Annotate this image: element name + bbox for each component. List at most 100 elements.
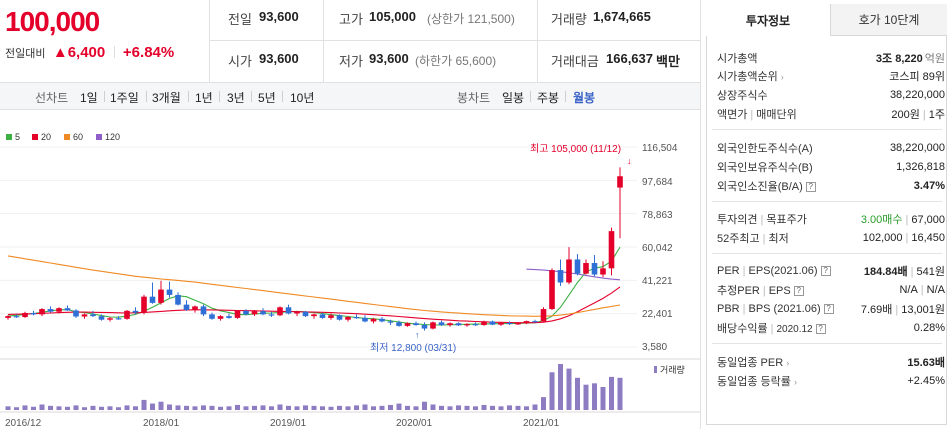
candle-body [217,316,224,319]
candle-body [540,309,547,322]
target-label: 목표주가 [766,213,807,226]
help-icon[interactable]: ? [815,323,826,334]
volume-bar [456,405,461,410]
help-icon[interactable]: ? [805,181,816,192]
candle-body [183,304,190,310]
candle-body [430,322,436,329]
legend-label-ma20: 20 [41,132,51,142]
market-cap-row: 시가총액 3조 8,220 억원 [717,49,945,66]
volume-bar [320,406,325,410]
help-icon[interactable]: ? [793,285,804,296]
volume-bar [201,405,206,410]
candle-body [132,310,139,313]
week52-row: 52주최고 | 최저 102,000 | 16,450 [717,231,945,245]
tab-1w[interactable]: 1주일 [110,91,139,105]
help-icon[interactable]: ? [823,303,834,314]
foreign-hold-row: 외국인보유주식수(B) 1,326,818 [717,158,945,175]
candle-body [115,318,122,320]
volume-bar [158,401,164,410]
tab-10y[interactable]: 10년 [290,91,315,105]
legend-swatch-ma20 [32,134,38,140]
volume-bar [566,368,572,410]
volume-bar [413,406,419,410]
industry-per-row[interactable]: 동일업종 PER › 15.63배 [717,353,945,370]
est-eps-value: N/A [926,283,945,296]
volume-bar [294,406,300,410]
candle-body [268,314,275,316]
y-tick-label: 116,504 [642,143,678,154]
candle-body [209,314,215,319]
industry-rate-row[interactable]: 동일업종 등락률 › +2.45% [717,372,945,389]
candle-body [515,323,521,325]
volume-bar [609,376,614,410]
volume-bar [48,405,53,410]
candle-body [472,324,479,326]
volume-bar [422,401,427,410]
volume-bar [116,407,121,410]
candle-body [413,323,419,326]
candle-body [141,296,147,313]
week52-high-label: 52주최고 [717,232,760,245]
tab-1d[interactable]: 1일 [80,91,98,105]
rank-value: 코스피 89위 [889,70,945,83]
candle-body [345,317,351,320]
tab-3m[interactable]: 3개월 [152,91,181,105]
volume-bar [311,405,317,410]
volume-bar [371,406,376,410]
candle-body [498,322,504,325]
foreign-hold-value: 1,326,818 [896,160,945,173]
ma120-line [526,268,621,281]
candle-body [455,323,462,326]
tab-daily[interactable]: 일봉 [502,91,525,105]
candle-body [13,316,20,318]
est-per-value: N/A [899,283,918,296]
diff-rate: +6.84% [122,44,175,61]
opinion-label: 투자의견 [717,213,758,226]
tab-1y[interactable]: 1년 [195,91,213,105]
foreign-rate-value: 3.47% [913,179,945,192]
tab-monthly[interactable]: 월봉 [573,91,596,105]
market-cap-rank-row[interactable]: 시가총액순위 › 코스피 89위 [717,67,945,84]
candle-body [98,316,105,320]
candle-body [285,307,292,314]
industry-per-label: 동일업종 PER [717,356,784,369]
tab-investment-info[interactable]: 투자정보 [706,4,831,36]
volume-legend-swatch [654,366,657,373]
volume-bar [226,406,232,410]
candle-body [251,311,258,315]
candle-body [319,314,326,318]
current-price: 100,000 [5,6,100,37]
tab-weekly[interactable]: 주봉 [537,91,560,105]
tab-5y[interactable]: 5년 [258,91,276,105]
tab-order-book[interactable]: 호가 10단계 [831,4,947,36]
unit-value: 1주 [928,108,945,121]
volume-bar [354,405,359,410]
help-icon[interactable]: ? [820,265,831,276]
week52-high-value: 102,000 [862,231,903,244]
volume-bar [592,383,597,410]
volume-bar [473,406,478,410]
foreign-rate-label: 외국인소진율(B/A) [717,180,803,193]
volume-bar [243,406,249,410]
volume-bar [490,405,495,410]
chart-period-toolbar [0,82,700,110]
candle-body [39,309,45,315]
candle-body [328,315,334,318]
candle-body [396,322,402,326]
volume-label: 거래량 [660,364,685,375]
volume-bar [447,406,453,410]
divider [712,201,942,202]
tab-3y[interactable]: 3년 [227,91,245,105]
per-label: PER [717,264,740,277]
volume-bar [14,407,19,410]
x-tick-label: 2021/01 [523,418,560,429]
pbr-label: PBR [717,302,740,315]
volume-bar [252,405,257,410]
volume-bar [22,405,28,410]
candle-body [404,323,411,326]
volume-label: 거래량 [551,12,587,27]
volume-bar [541,397,546,410]
x-axis: 2016/12 2018/01 2019/01 2020/01 2021/01 [5,418,560,429]
est-eps-label: EPS [768,284,791,297]
volume-bar [124,405,130,410]
